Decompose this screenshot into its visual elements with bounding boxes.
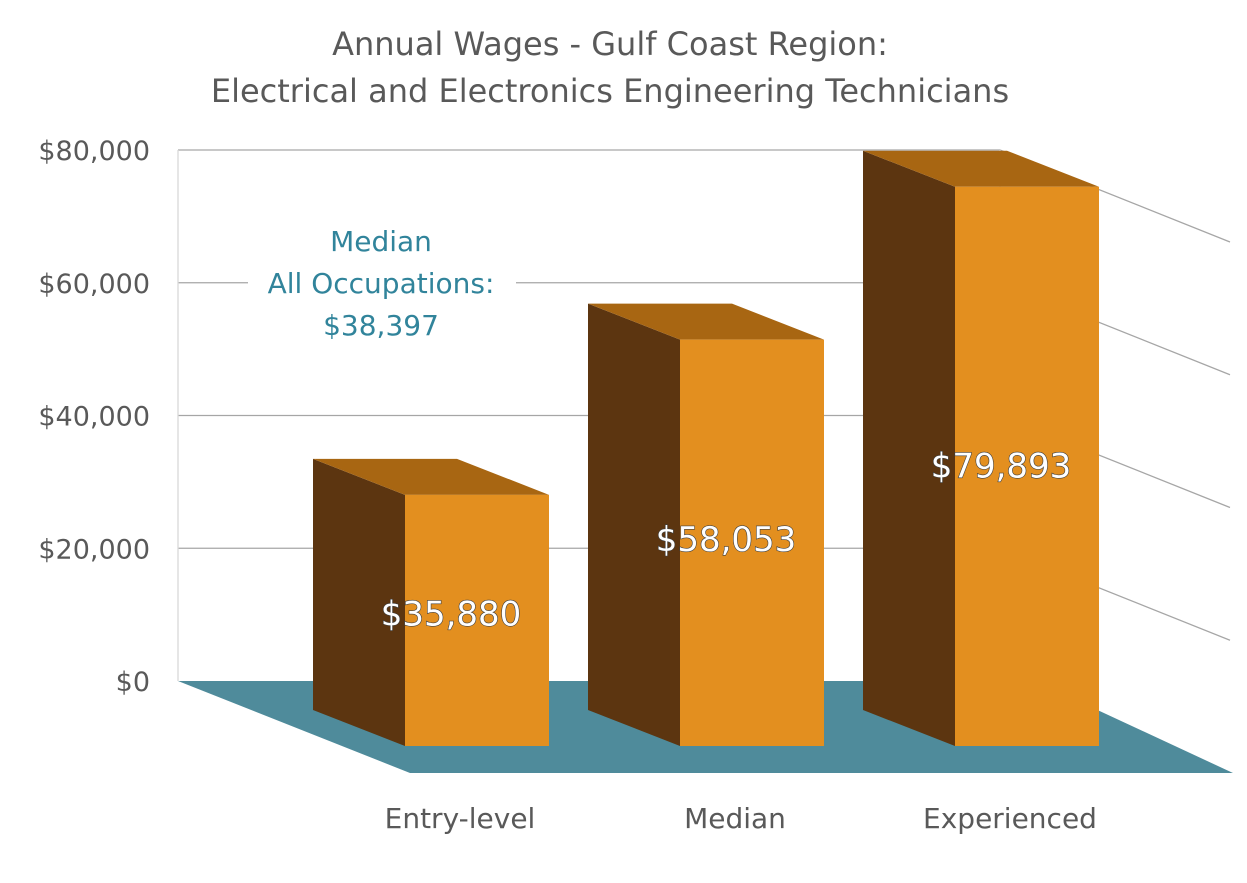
data-label: $79,893 (931, 447, 1072, 487)
bar-median (588, 303, 824, 746)
category-label: Entry-level (385, 802, 536, 835)
chart-title: Annual Wages - Gulf Coast Region: Electr… (211, 25, 1009, 110)
bar-side-face (313, 458, 405, 746)
bar-top-face (588, 303, 824, 340)
bar-front-face (680, 339, 824, 746)
y-tick-label: $60,000 (38, 269, 150, 300)
y-axis-tick-labels: $0 $20,000 $40,000 $60,000 $80,000 (38, 136, 150, 698)
data-labels: $35,880 $58,053 $79,893 (380, 446, 1072, 635)
y-tick-label: $0 (116, 667, 150, 698)
annotation-background (248, 222, 516, 340)
annotation-line-1: Median (330, 225, 432, 258)
category-labels: Entry-level Median Experienced (385, 802, 1097, 835)
median-all-occupations-note: Median All Occupations: $38,397 (248, 222, 516, 342)
bar-front-face (955, 186, 1099, 746)
category-label: Median (684, 802, 786, 835)
data-label: $58,053 (656, 520, 797, 560)
bar-front-face (405, 494, 549, 746)
bar-experienced (863, 150, 1099, 746)
y-tick-label: $40,000 (38, 402, 150, 433)
chart-title-line-2: Electrical and Electronics Engineering T… (211, 72, 1009, 110)
annotation-line-2: All Occupations: (268, 267, 495, 300)
category-label: Experienced (923, 802, 1097, 835)
bar-top-face (313, 458, 549, 495)
bar-side-face (588, 303, 680, 746)
y-tick-label: $20,000 (38, 534, 150, 565)
data-label: $35,880 (381, 594, 522, 634)
bars (313, 150, 1099, 746)
bar-side-face (863, 150, 955, 746)
bar-top-face (863, 150, 1099, 187)
bar-entry-level (313, 458, 549, 746)
chart-title-line-1: Annual Wages - Gulf Coast Region: (332, 25, 888, 63)
annotation-line-3: $38,397 (323, 309, 439, 342)
y-tick-label: $80,000 (38, 136, 150, 167)
